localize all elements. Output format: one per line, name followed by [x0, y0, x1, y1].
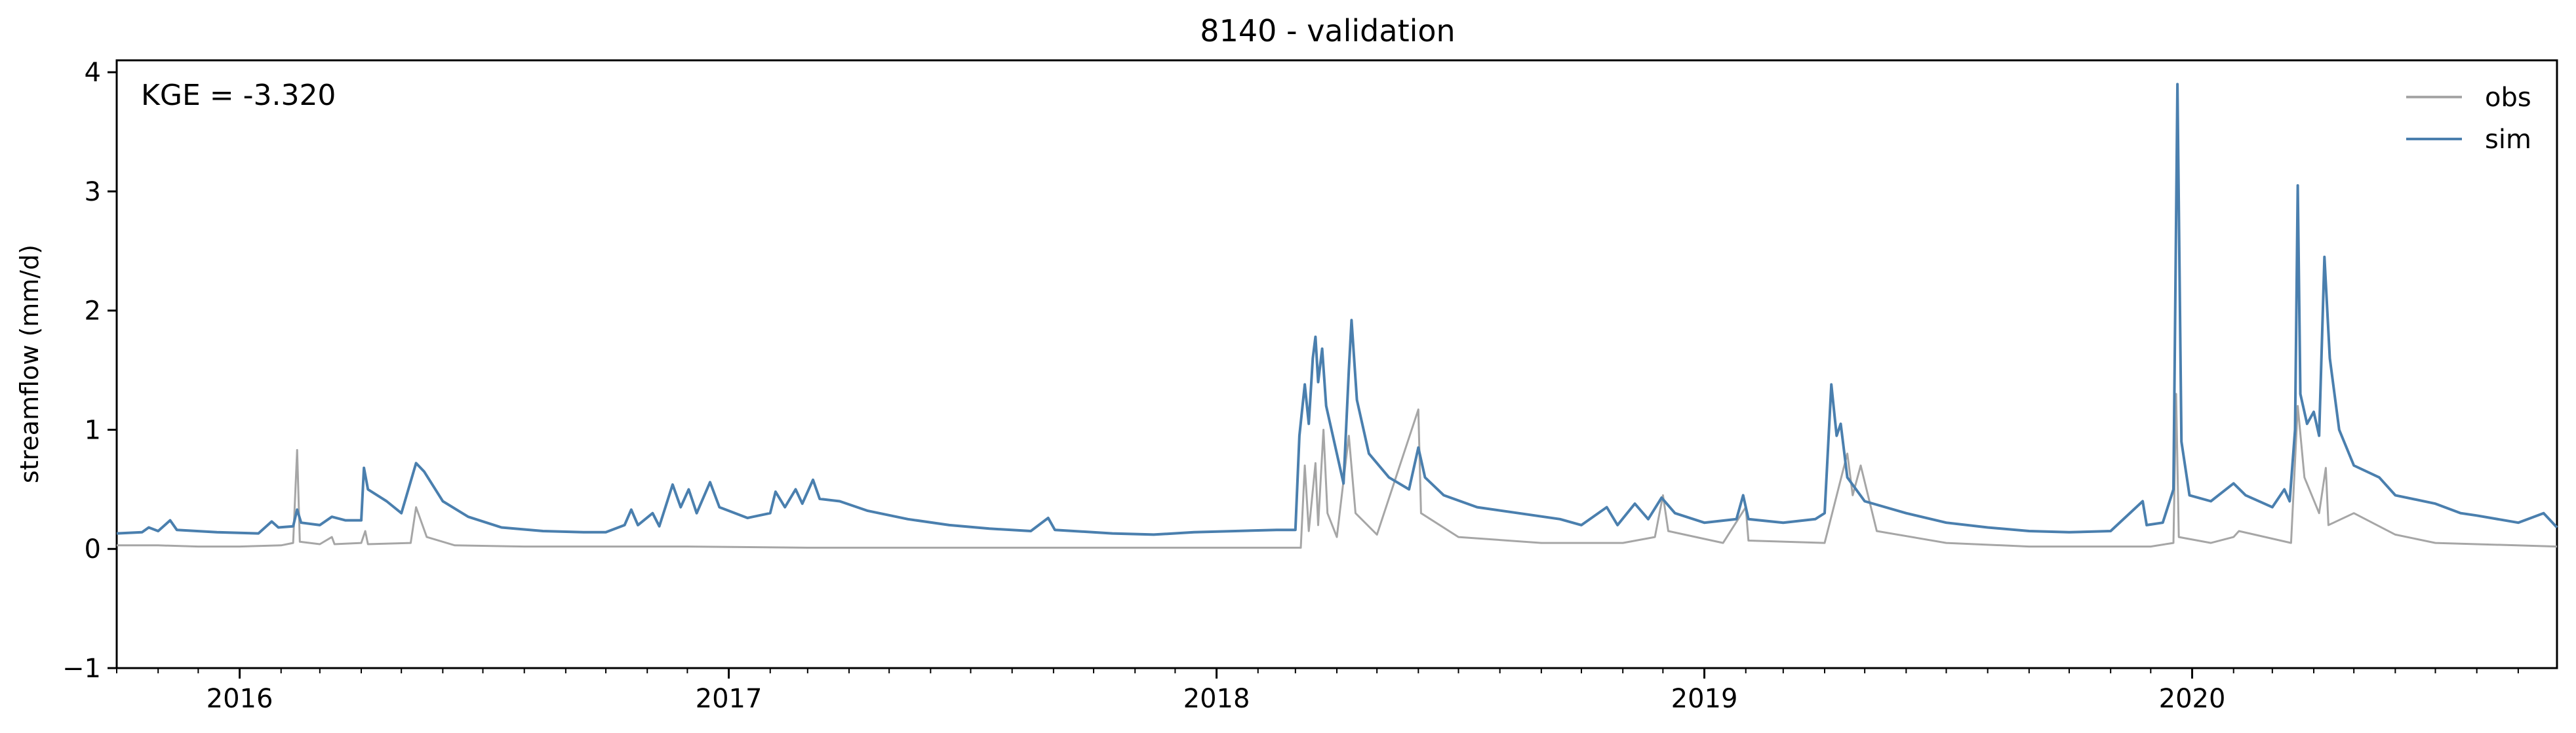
x-tick-label: 2018 — [1183, 684, 1250, 714]
x-tick-label: 2017 — [696, 684, 763, 714]
y-tick-label: 1 — [85, 415, 101, 445]
y-tick-label: 4 — [85, 58, 101, 88]
x-tick-label: 2020 — [2159, 684, 2226, 714]
y-tick-label: 3 — [85, 177, 101, 207]
legend: obs sim — [2406, 83, 2531, 155]
series-line-sim — [116, 83, 2558, 536]
legend-obs-label: obs — [2485, 83, 2531, 113]
x-axis: 2016 2017 2018 2019 2020 — [116, 668, 2519, 714]
x-tick-label: 2016 — [207, 684, 273, 714]
series-layer — [116, 83, 2558, 549]
y-axis: −1 0 1 2 3 4 — [62, 58, 117, 684]
legend-sim-label: sim — [2485, 125, 2531, 155]
kge-annotation: KGE = -3.320 — [141, 79, 336, 112]
chart-title: 8140 - validation — [1200, 13, 1455, 49]
y-axis-label: streamflow (mm/d) — [15, 245, 44, 483]
y-tick-label: −1 — [62, 654, 101, 684]
x-tick-label: 2019 — [1671, 684, 1738, 714]
plot-area: −1 0 1 2 3 4 2016 2017 2018 2019 2020 — [62, 58, 2558, 714]
y-tick-label: 2 — [85, 296, 101, 327]
plot-frame — [115, 59, 2558, 669]
y-tick-label: 0 — [85, 534, 101, 565]
series-line-obs — [117, 393, 2558, 549]
